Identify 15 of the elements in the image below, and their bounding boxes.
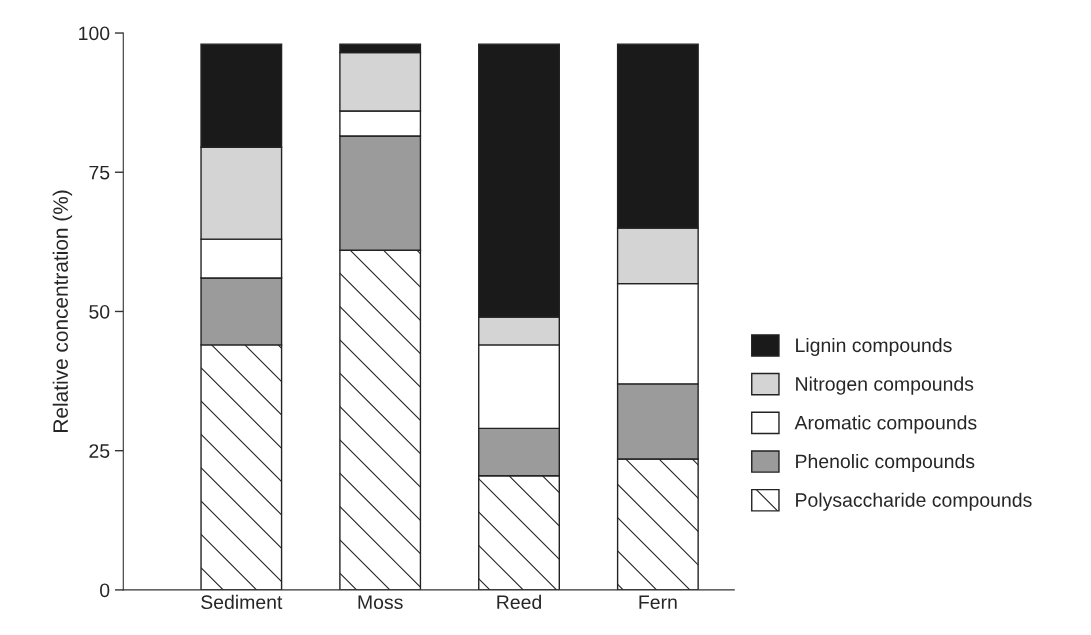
y-tick-label: 25 (89, 444, 110, 458)
legend-label: Lignin compounds (796, 337, 952, 357)
legend-label: Phenolic compounds (796, 453, 975, 473)
y-tick-label: 0 (100, 583, 110, 598)
y-tick-label: 50 (89, 304, 110, 319)
x-tick-label: Fern (639, 595, 677, 610)
x-tick-label: Moss (358, 595, 403, 610)
legend-label: Nitrogen compounds (796, 376, 974, 395)
legend-label: Aromatic compounds (794, 415, 977, 434)
y-axis-title: Relative concentration (%) (52, 190, 73, 432)
x-tick-label: Sediment (201, 594, 283, 610)
legend-label: Polysaccharide compounds (796, 492, 1032, 511)
x-tick-label: Reed (497, 594, 542, 610)
y-tick-label: 75 (89, 165, 110, 180)
y-tick-label: 100 (79, 26, 110, 41)
